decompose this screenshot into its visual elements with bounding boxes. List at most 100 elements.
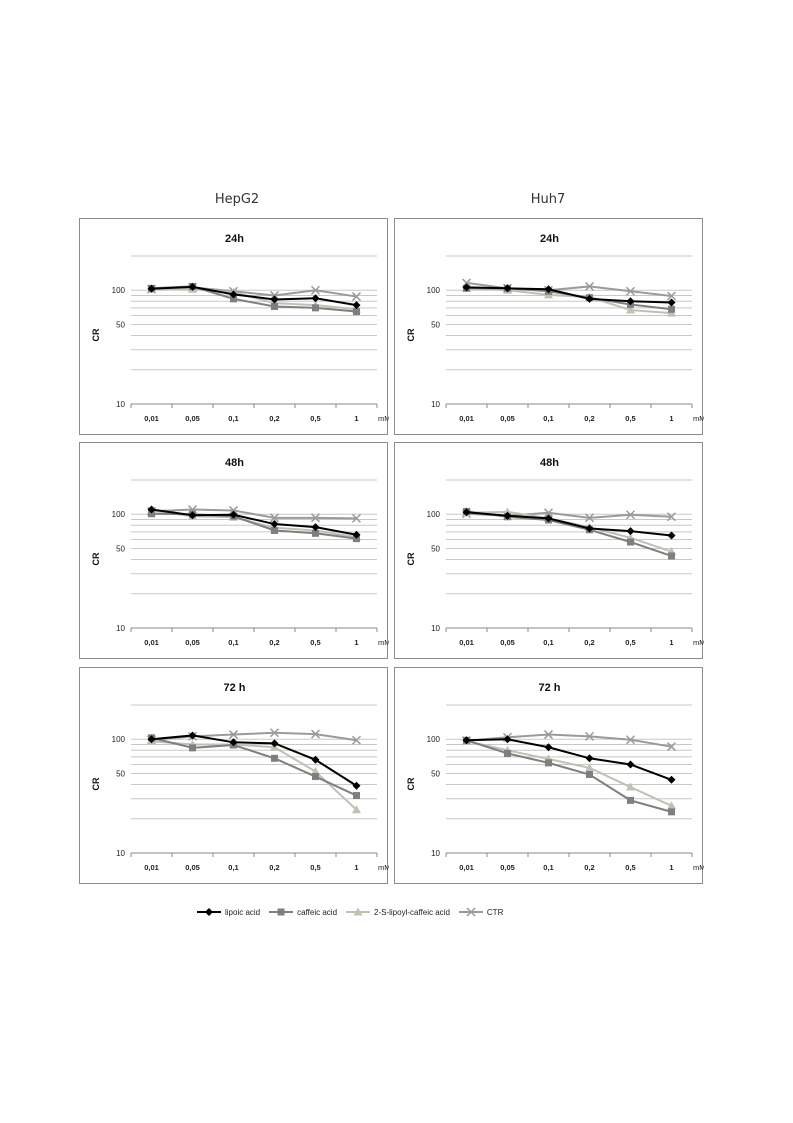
x-tick-label: 0,05 xyxy=(500,638,515,647)
series-line-lipoyl xyxy=(466,287,672,315)
series-line-ctr xyxy=(151,508,357,520)
data-point-ctr xyxy=(228,730,239,740)
chart-panel-hepg2-72h: 72 h 10 50 100 CR 0,01 0,05 0,1 0,2 0,5 1 mM xyxy=(79,667,389,884)
data-point-lipoic xyxy=(667,531,676,540)
legend-item-caffeic: caffeic acid xyxy=(268,907,337,917)
y-axis-label: CR xyxy=(91,777,101,790)
data-point-lipoic xyxy=(544,514,553,523)
line-chart: 24h 10 50 100 CR 0,01 0,05 0,1 0,2 0,5 1 mM xyxy=(91,233,389,423)
x-tick-label: 0,5 xyxy=(625,414,635,423)
x-tick-label: 1 xyxy=(354,638,358,647)
data-point-lipoic xyxy=(188,731,197,740)
y-tick-label: 10 xyxy=(431,849,440,858)
data-point-lipoic xyxy=(626,760,635,769)
y-tick-label: 50 xyxy=(431,320,440,329)
data-point-caffeic xyxy=(627,796,634,804)
y-axis-label: CR xyxy=(406,328,416,341)
x-tick-label: 0,05 xyxy=(185,638,200,647)
data-point-caffeic xyxy=(271,754,278,762)
y-tick-label: 10 xyxy=(116,400,125,409)
legend-swatch-lipoic xyxy=(197,908,221,916)
x-tick-label: 0,01 xyxy=(144,638,159,647)
y-tick-label: 50 xyxy=(431,544,440,553)
data-point-caffeic xyxy=(668,552,675,560)
x-axis-unit: mM xyxy=(693,414,704,423)
data-point-lipoic xyxy=(503,735,512,744)
data-point-caffeic xyxy=(271,302,278,310)
data-point-caffeic xyxy=(353,308,360,316)
x-tick-label: 0,01 xyxy=(144,863,159,872)
line-chart: 72 h 10 50 100 CR 0,01 0,05 0,1 0,2 0,5 1 mM xyxy=(406,682,704,872)
data-point-lipoic xyxy=(311,294,320,303)
x-tick-label: 0,01 xyxy=(459,863,474,872)
legend-item-ctr: CTR xyxy=(458,907,503,917)
line-chart: 72 h 10 50 100 CR 0,01 0,05 0,1 0,2 0,5 1 mM xyxy=(91,682,389,872)
series-line-lipoic xyxy=(151,508,357,536)
x-axis-unit: mM xyxy=(378,638,389,647)
x-tick-label: 0,2 xyxy=(584,414,594,423)
data-point-lipoic xyxy=(147,735,156,744)
chart-title: 72 h xyxy=(538,682,560,694)
data-point-ctr xyxy=(625,735,636,745)
data-point-lipoic xyxy=(352,530,361,539)
y-tick-label: 100 xyxy=(427,735,441,744)
data-point-ctr xyxy=(666,291,677,301)
data-point-lipoic xyxy=(270,295,279,304)
data-point-ctr xyxy=(351,292,362,302)
x-tick-label: 1 xyxy=(669,414,673,423)
chart-title: 72 h xyxy=(223,682,245,694)
data-point-caffeic xyxy=(271,526,278,534)
legend-swatch-caffeic xyxy=(269,908,294,916)
series-line-lipoyl xyxy=(466,740,672,807)
data-point-lipoic xyxy=(147,284,156,293)
y-tick-label: 50 xyxy=(116,769,125,778)
data-point-lipoic xyxy=(270,520,279,529)
data-point-lipoyl xyxy=(667,801,676,810)
data-point-ctr xyxy=(625,510,636,520)
y-tick-label: 10 xyxy=(431,400,440,409)
line-chart: 48h 10 50 100 CR 0,01 0,05 0,1 0,2 0,5 1 mM xyxy=(91,457,389,647)
data-point-lipoic xyxy=(667,298,676,307)
data-point-ctr xyxy=(310,513,321,523)
data-point-lipoic xyxy=(667,775,676,784)
y-tick-label: 50 xyxy=(431,769,440,778)
legend-label: 2-S-lipoyl-caffeic acid xyxy=(374,907,450,917)
data-point-ctr xyxy=(269,513,280,523)
x-tick-label: 0,1 xyxy=(543,638,553,647)
data-point-lipoic xyxy=(503,511,512,520)
x-tick-label: 0,5 xyxy=(310,638,320,647)
data-point-caffeic xyxy=(545,759,552,767)
series-line-caffeic xyxy=(151,736,357,797)
series-line-lipoic xyxy=(466,286,672,304)
chart-panel-huh7-72h: 72 h 10 50 100 CR 0,01 0,05 0,1 0,2 0,5 1 mM xyxy=(394,667,704,884)
data-point-lipoic xyxy=(462,508,471,517)
y-tick-label: 100 xyxy=(427,510,441,519)
line-chart: 24h 10 50 100 CR 0,01 0,05 0,1 0,2 0,5 1 mM xyxy=(406,233,704,423)
x-tick-label: 0,05 xyxy=(500,863,515,872)
x-tick-label: 1 xyxy=(669,638,673,647)
series-line-lipoyl xyxy=(151,740,358,811)
series-line-caffeic xyxy=(466,510,672,557)
x-axis-unit: mM xyxy=(693,863,704,872)
data-point-lipoic xyxy=(188,511,197,520)
data-point-ctr xyxy=(543,730,554,740)
legend-marker-lipoic xyxy=(205,908,213,916)
x-axis-unit: mM xyxy=(378,414,389,423)
x-tick-label: 0,5 xyxy=(310,863,320,872)
data-point-lipoic xyxy=(462,736,471,745)
chart-title: 24h xyxy=(225,233,244,245)
legend-swatch-lipoyl xyxy=(346,907,371,916)
x-tick-label: 0,1 xyxy=(543,863,553,872)
series-line-caffeic xyxy=(466,739,672,813)
data-point-lipoic xyxy=(270,739,279,748)
data-point-ctr xyxy=(351,735,362,745)
chart-panel-huh7-48h: 48h 10 50 100 CR 0,01 0,05 0,1 0,2 0,5 1 mM xyxy=(394,442,704,659)
data-point-ctr xyxy=(351,513,362,523)
chart-panel-hepg2-48h: 48h 10 50 100 CR 0,01 0,05 0,1 0,2 0,5 1 mM xyxy=(79,442,389,659)
y-tick-label: 100 xyxy=(112,510,126,519)
data-point-ctr xyxy=(543,508,554,518)
x-tick-label: 0,01 xyxy=(459,638,474,647)
y-axis-label: CR xyxy=(91,552,101,565)
data-point-lipoic xyxy=(229,290,238,299)
data-point-lipoic xyxy=(585,294,594,303)
